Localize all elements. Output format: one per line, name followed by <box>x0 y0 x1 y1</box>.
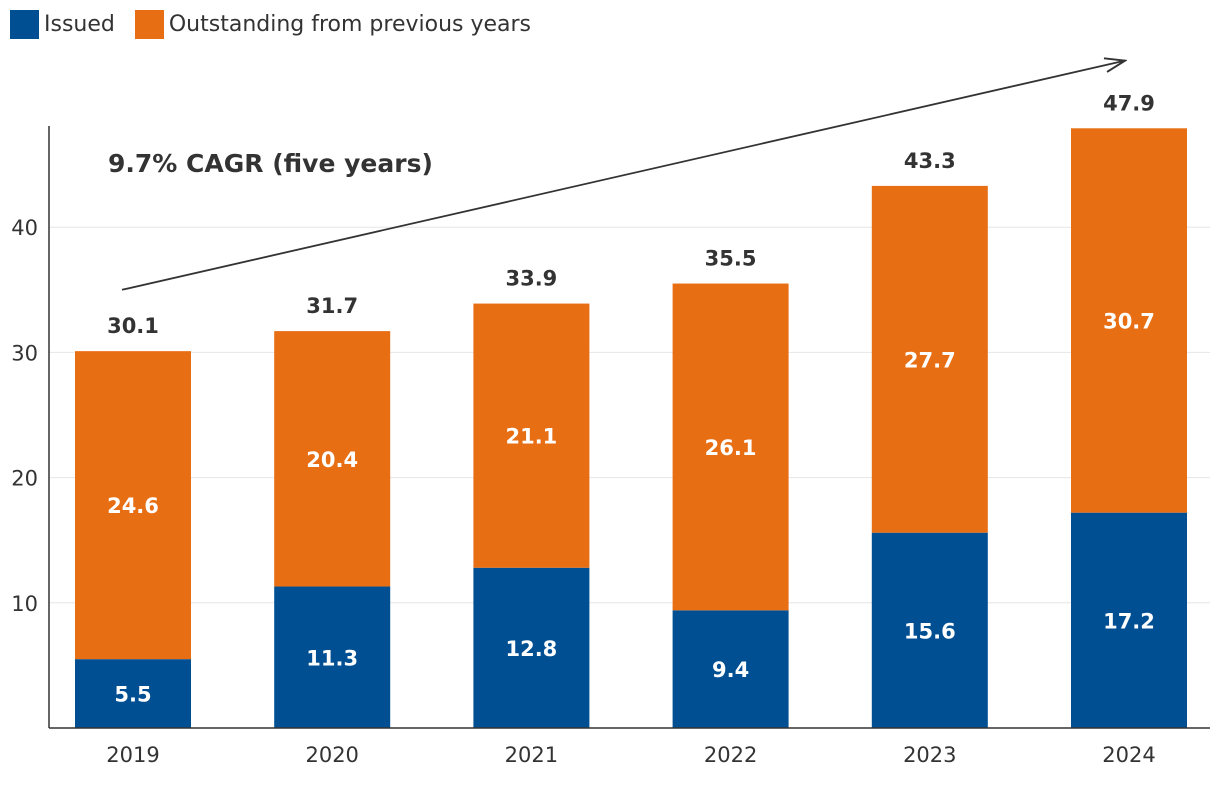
legend: Issued Outstanding from previous years <box>10 10 551 39</box>
cagr-arrow <box>121 61 1125 291</box>
bar-issued-2024 <box>1071 512 1187 728</box>
x-tick-label-2022: 2022 <box>704 743 757 767</box>
x-tick-label-2020: 2020 <box>305 743 358 767</box>
cagr-annotation-text: 9.7% CAGR (five years) <box>108 149 433 178</box>
data-label-outstanding-2023: 27.7 <box>904 348 956 372</box>
legend-item-outstanding: Outstanding from previous years <box>134 10 532 39</box>
bar-issued-2020 <box>274 586 391 728</box>
data-label-issued-2019: 5.5 <box>114 683 151 707</box>
bar-outstanding-2024 <box>1071 128 1187 513</box>
bars <box>75 128 1187 728</box>
data-labels: 5.5 24.6 30.1 11.3 20.4 31.7 12.8 21.1 33.9 9.4 26… <box>107 91 1155 706</box>
total-label-2021: 33.9 <box>505 267 557 291</box>
x-tick-label-2021: 2021 <box>505 743 558 767</box>
axes: 10 20 30 40 2019 2020 2021 2022 2023 2024 <box>11 126 1210 767</box>
data-label-issued-2023: 15.6 <box>904 619 956 643</box>
data-label-issued-2024: 17.2 <box>1103 609 1155 633</box>
total-label-2019: 30.1 <box>107 314 159 338</box>
legend-label-issued: Issued <box>44 12 115 37</box>
data-label-outstanding-2021: 21.1 <box>505 425 557 449</box>
bar-outstanding-2023 <box>871 185 988 533</box>
bar-issued-2023 <box>871 532 988 728</box>
annotation: 9.7% CAGR (five years) <box>108 61 1125 291</box>
bar-outstanding-2019 <box>75 351 191 660</box>
data-label-outstanding-2022: 26.1 <box>705 436 757 460</box>
total-label-2023: 43.3 <box>904 149 956 173</box>
bar-issued-2019 <box>75 659 191 728</box>
y-tick-label-20: 20 <box>11 467 38 491</box>
legend-label-outstanding: Outstanding from previous years <box>168 12 532 37</box>
bar-issued-2022 <box>672 610 789 728</box>
legend-item-issued: Issued <box>10 10 115 39</box>
legend-swatch-outstanding <box>134 10 164 39</box>
x-tick-label-2019: 2019 <box>106 743 159 767</box>
data-label-outstanding-2020: 20.4 <box>306 448 358 472</box>
total-label-2020: 31.7 <box>306 294 358 318</box>
total-label-2024: 47.9 <box>1103 91 1155 115</box>
bar-outstanding-2020 <box>274 331 391 587</box>
total-label-2022: 35.5 <box>705 247 757 271</box>
bar-issued-2021 <box>473 567 590 728</box>
x-tick-label-2024: 2024 <box>1102 743 1155 767</box>
grid-lines <box>49 226 1210 604</box>
y-tick-label-30: 30 <box>11 341 38 365</box>
data-label-outstanding-2019: 24.6 <box>107 494 159 518</box>
bar-outstanding-2021 <box>473 303 590 568</box>
data-label-outstanding-2024: 30.7 <box>1103 309 1155 333</box>
y-tick-label-40: 40 <box>11 216 38 240</box>
x-tick-label-2023: 2023 <box>903 743 956 767</box>
data-label-issued-2022: 9.4 <box>712 658 749 682</box>
data-label-issued-2020: 11.3 <box>306 646 358 670</box>
y-tick-label-10: 10 <box>11 592 38 616</box>
data-label-issued-2021: 12.8 <box>505 637 557 661</box>
legend-swatch-issued <box>10 10 39 39</box>
bar-outstanding-2022 <box>672 283 789 611</box>
